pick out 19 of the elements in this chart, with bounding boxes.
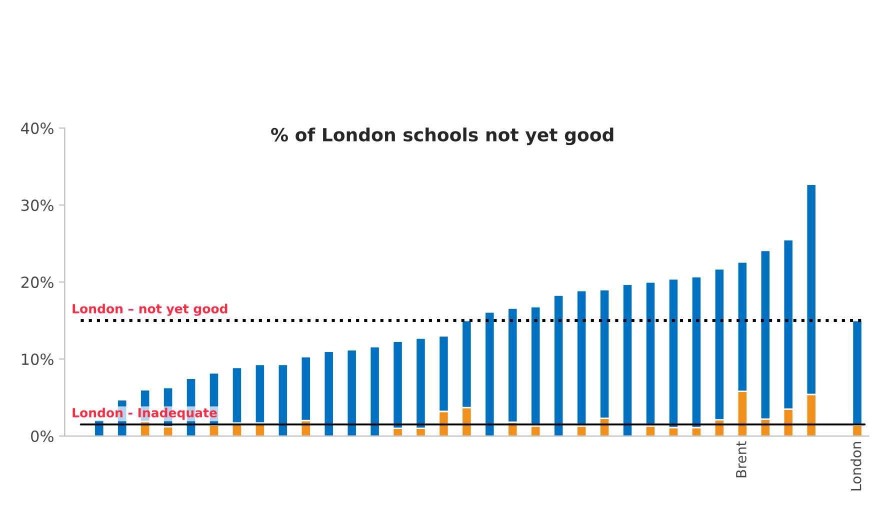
bar <box>346 349 358 436</box>
ref-line-label: London – not yet good <box>72 304 228 316</box>
y-tick-label: 10% <box>22 353 54 366</box>
bar <box>277 364 288 436</box>
bar <box>369 346 380 436</box>
bar <box>484 311 496 436</box>
ref-line-label: London - Inadequate <box>72 408 217 420</box>
x-tick-label: London <box>850 442 862 490</box>
bar <box>622 284 634 436</box>
x-tick-label: Brent <box>736 441 746 478</box>
chart-title: % of London schools not yet good <box>271 128 614 146</box>
bar <box>231 366 242 424</box>
y-tick-label: 30% <box>21 200 54 212</box>
y-tick-label: 40% <box>21 122 54 134</box>
bar <box>254 364 266 424</box>
bar <box>323 350 334 436</box>
y-tick-label: 20% <box>21 276 54 288</box>
bar <box>553 294 564 436</box>
y-tick-label: 0% <box>31 430 54 442</box>
